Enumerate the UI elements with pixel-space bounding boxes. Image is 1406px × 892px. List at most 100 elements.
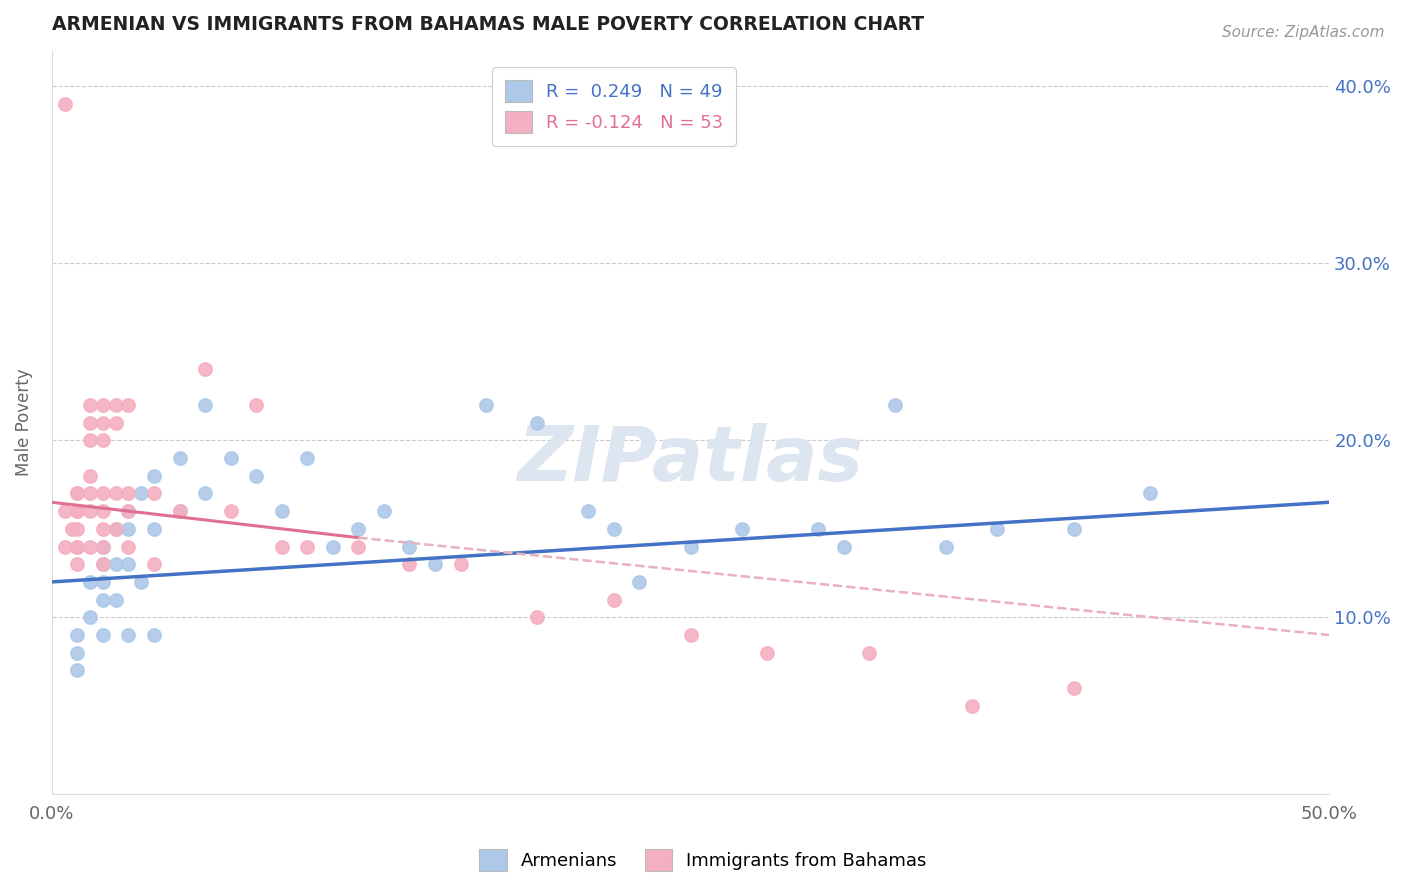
Point xyxy=(66,628,89,642)
Point xyxy=(219,504,242,518)
Point xyxy=(129,574,152,589)
Point xyxy=(679,628,702,642)
Point xyxy=(832,540,855,554)
Point xyxy=(53,97,76,112)
Point xyxy=(79,434,101,448)
Point xyxy=(79,610,101,624)
Point xyxy=(104,416,127,430)
Point xyxy=(60,522,83,536)
Point xyxy=(169,504,191,518)
Point xyxy=(91,540,114,554)
Point xyxy=(245,468,267,483)
Point xyxy=(603,522,626,536)
Point xyxy=(117,540,139,554)
Point xyxy=(53,540,76,554)
Point xyxy=(117,504,139,518)
Point xyxy=(475,398,498,412)
Point xyxy=(129,486,152,500)
Point xyxy=(79,574,101,589)
Point xyxy=(142,486,165,500)
Point xyxy=(142,628,165,642)
Point xyxy=(807,522,830,536)
Point xyxy=(117,558,139,572)
Point xyxy=(142,522,165,536)
Point xyxy=(603,592,626,607)
Point xyxy=(117,628,139,642)
Point xyxy=(730,522,752,536)
Point xyxy=(79,416,101,430)
Point xyxy=(66,504,89,518)
Point xyxy=(883,398,905,412)
Point xyxy=(297,450,319,465)
Point xyxy=(398,558,420,572)
Point xyxy=(91,540,114,554)
Point xyxy=(66,504,89,518)
Point xyxy=(935,540,957,554)
Point xyxy=(142,558,165,572)
Point xyxy=(91,504,114,518)
Point xyxy=(756,646,779,660)
Point xyxy=(66,558,89,572)
Point xyxy=(104,522,127,536)
Y-axis label: Male Poverty: Male Poverty xyxy=(15,368,32,476)
Point xyxy=(91,592,114,607)
Point xyxy=(169,450,191,465)
Point xyxy=(986,522,1008,536)
Point xyxy=(91,558,114,572)
Legend: Armenians, Immigrants from Bahamas: Armenians, Immigrants from Bahamas xyxy=(472,842,934,879)
Point xyxy=(91,522,114,536)
Point xyxy=(117,398,139,412)
Point xyxy=(91,628,114,642)
Point xyxy=(270,504,292,518)
Point xyxy=(245,398,267,412)
Point xyxy=(79,468,101,483)
Point xyxy=(1063,681,1085,695)
Point xyxy=(66,486,89,500)
Point xyxy=(117,522,139,536)
Point xyxy=(91,558,114,572)
Point xyxy=(66,664,89,678)
Point xyxy=(270,540,292,554)
Point xyxy=(91,574,114,589)
Point xyxy=(104,592,127,607)
Point xyxy=(91,398,114,412)
Point xyxy=(53,504,76,518)
Point xyxy=(526,610,548,624)
Text: ZIPatlas: ZIPatlas xyxy=(517,423,863,497)
Text: ARMENIAN VS IMMIGRANTS FROM BAHAMAS MALE POVERTY CORRELATION CHART: ARMENIAN VS IMMIGRANTS FROM BAHAMAS MALE… xyxy=(52,15,924,34)
Point xyxy=(104,522,127,536)
Point xyxy=(194,486,217,500)
Point xyxy=(91,434,114,448)
Point xyxy=(347,522,370,536)
Point xyxy=(104,558,127,572)
Point xyxy=(423,558,446,572)
Point xyxy=(1063,522,1085,536)
Point xyxy=(194,398,217,412)
Point xyxy=(66,486,89,500)
Point xyxy=(960,698,983,713)
Point xyxy=(679,540,702,554)
Point xyxy=(1139,486,1161,500)
Point xyxy=(66,540,89,554)
Point xyxy=(104,398,127,412)
Point xyxy=(858,646,880,660)
Point xyxy=(322,540,344,554)
Point xyxy=(628,574,651,589)
Point xyxy=(91,416,114,430)
Point xyxy=(347,540,370,554)
Point xyxy=(117,486,139,500)
Point xyxy=(79,540,101,554)
Point xyxy=(219,450,242,465)
Point xyxy=(91,486,114,500)
Point xyxy=(117,504,139,518)
Point xyxy=(169,504,191,518)
Point xyxy=(450,558,472,572)
Legend: R =  0.249   N = 49, R = -0.124   N = 53: R = 0.249 N = 49, R = -0.124 N = 53 xyxy=(492,67,735,145)
Point xyxy=(576,504,599,518)
Point xyxy=(142,468,165,483)
Point xyxy=(373,504,395,518)
Point xyxy=(104,486,127,500)
Point xyxy=(66,540,89,554)
Point xyxy=(79,504,101,518)
Point xyxy=(79,486,101,500)
